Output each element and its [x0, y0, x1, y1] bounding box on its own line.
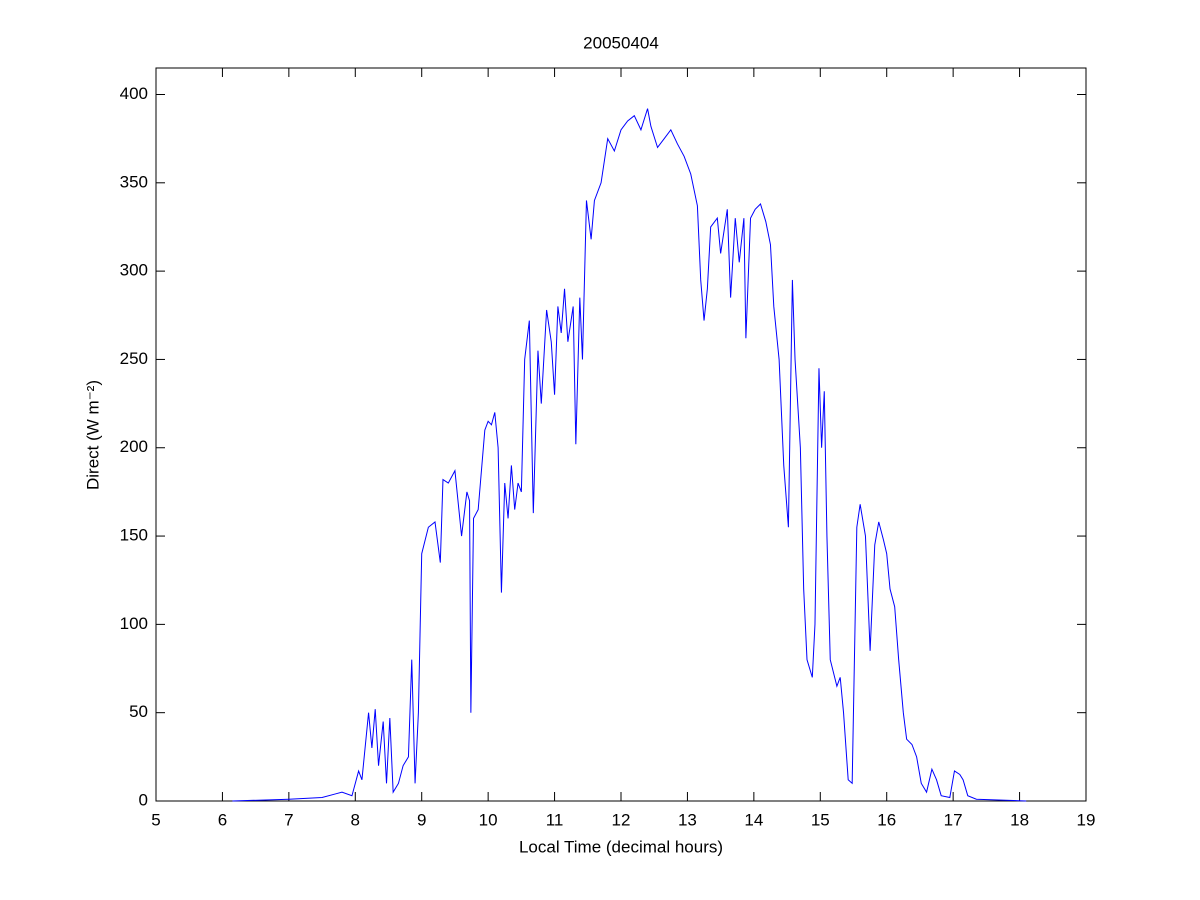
y-tick-label: 300	[120, 261, 148, 280]
y-tick-label: 150	[120, 526, 148, 545]
x-tick-label: 8	[351, 810, 360, 829]
x-tick-label: 10	[479, 810, 498, 829]
x-tick-label: 19	[1077, 810, 1096, 829]
x-tick-label: 9	[417, 810, 426, 829]
y-tick-label: 350	[120, 172, 148, 191]
x-tick-label: 11	[546, 810, 564, 829]
x-tick-label: 14	[744, 810, 763, 829]
y-tick-label: 100	[120, 614, 148, 633]
x-tick-label: 16	[877, 810, 896, 829]
x-tick-label: 18	[1010, 810, 1029, 829]
x-tick-label: 13	[678, 810, 697, 829]
x-axis-label: Local Time (decimal hours)	[519, 837, 723, 856]
y-tick-label: 400	[120, 84, 148, 103]
x-tick-label: 7	[284, 810, 293, 829]
y-axis-label: Direct (W m⁻²)	[83, 380, 102, 490]
y-tick-label: 0	[139, 790, 148, 809]
x-tick-label: 17	[944, 810, 963, 829]
x-tick-label: 5	[151, 810, 160, 829]
x-tick-label: 15	[811, 810, 830, 829]
y-tick-label: 50	[129, 702, 148, 721]
data-line	[232, 108, 1027, 802]
y-tick-label: 250	[120, 349, 148, 368]
y-tick-label: 200	[120, 437, 148, 456]
x-tick-label: 6	[218, 810, 227, 829]
x-tick-label: 12	[612, 810, 631, 829]
chart-title: 20050404	[583, 33, 659, 52]
